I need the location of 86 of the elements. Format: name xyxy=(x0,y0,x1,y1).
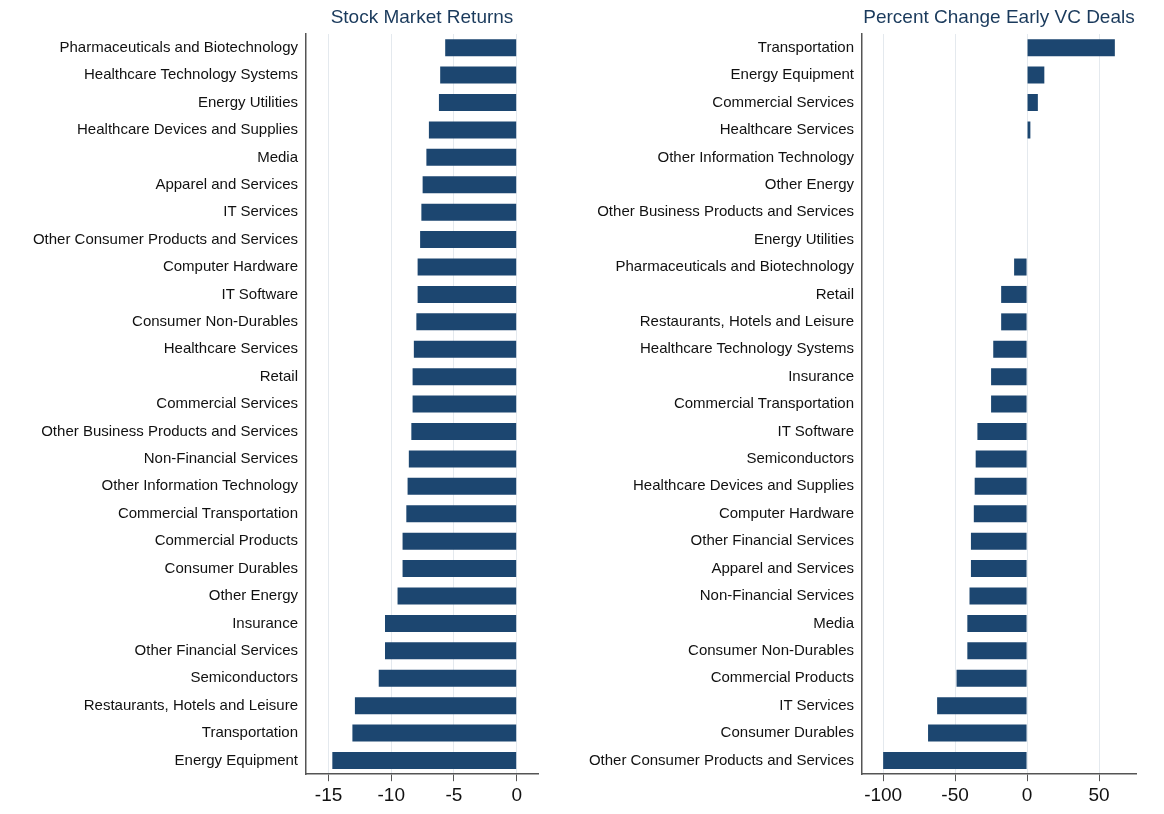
bar xyxy=(970,560,1027,578)
bar xyxy=(970,532,1027,550)
y-tick-label: Commercial Services xyxy=(712,92,854,110)
y-tick-label: Retail xyxy=(815,284,854,302)
y-tick-label: Consumer Non-Durables xyxy=(688,640,854,658)
y-tick-label: Transportation xyxy=(201,723,298,741)
y-tick-label: Commercial Products xyxy=(154,531,298,549)
y-tick-label: Semiconductors xyxy=(190,668,298,686)
bar xyxy=(1001,285,1027,303)
x-tick-label: -10 xyxy=(377,783,406,805)
bar xyxy=(1027,66,1045,84)
y-tick-label: Other Consumer Products and Services xyxy=(32,229,298,247)
bar xyxy=(967,614,1027,632)
y-tick-label: IT Services xyxy=(779,695,854,713)
x-tick-label: -50 xyxy=(941,783,969,805)
y-tick-label: IT Software xyxy=(221,284,298,302)
y-tick-label: Other Energy xyxy=(764,174,855,192)
y-tick-label: Commercial Transportation xyxy=(117,503,298,521)
bar xyxy=(974,477,1027,495)
y-tick-label: Pharmaceuticals and Biotechnology xyxy=(615,257,855,275)
y-tick-label: Healthcare Technology Systems xyxy=(84,65,298,83)
y-tick-label: IT Software xyxy=(777,421,854,439)
y-tick-label: Other Business Products and Services xyxy=(41,421,298,439)
y-tick-label: Other Energy xyxy=(208,586,299,604)
y-tick-label: Energy Utilities xyxy=(197,92,298,110)
bar xyxy=(937,697,1027,715)
bar xyxy=(1014,258,1027,276)
bar xyxy=(883,751,1027,769)
bar xyxy=(967,642,1027,660)
y-tick-label: Other Business Products and Services xyxy=(597,202,854,220)
y-tick-label: Media xyxy=(257,147,299,165)
y-tick-label: Other Consumer Products and Services xyxy=(588,750,854,768)
x-tick-label: -5 xyxy=(445,783,463,805)
y-tick-label: Commercial Services xyxy=(156,394,298,412)
y-tick-label: Healthcare Devices and Supplies xyxy=(633,476,854,494)
y-tick-label: Transportation xyxy=(757,37,854,55)
y-tick-label: Retail xyxy=(259,366,298,384)
y-tick-label: Healthcare Services xyxy=(163,339,298,357)
x-tick-label: -15 xyxy=(314,783,343,805)
y-tick-label: Other Financial Services xyxy=(134,640,298,658)
bar xyxy=(1027,39,1115,57)
y-tick-label: Healthcare Services xyxy=(719,120,854,138)
y-tick-label: Other Information Technology xyxy=(101,476,299,494)
y-tick-label: Computer Hardware xyxy=(718,503,854,521)
y-tick-label: Insurance xyxy=(232,613,298,631)
chart-title: Percent Change Early VC Deals xyxy=(863,6,1135,28)
x-tick-label: 0 xyxy=(1021,783,1033,805)
bar xyxy=(975,450,1027,468)
bar xyxy=(1001,313,1027,331)
y-tick-label: Energy Equipment xyxy=(730,65,855,83)
y-tick-label: Apparel and Services xyxy=(711,558,854,576)
y-tick-label: Energy Utilities xyxy=(753,229,854,247)
y-tick-label: Consumer Durables xyxy=(720,723,854,741)
y-tick-label: Other Financial Services xyxy=(690,531,854,549)
x-tick-label: 50 xyxy=(1088,783,1110,805)
y-tick-label: Healthcare Technology Systems xyxy=(640,339,854,357)
y-tick-label: Semiconductors xyxy=(746,449,854,467)
y-tick-label: Apparel and Services xyxy=(155,174,298,192)
y-tick-label: Non-Financial Services xyxy=(699,586,854,604)
y-tick-label: Pharmaceuticals and Biotechnology xyxy=(59,37,299,55)
bar xyxy=(969,587,1027,605)
y-tick-label: Computer Hardware xyxy=(162,257,298,275)
y-tick-label: IT Services xyxy=(223,202,298,220)
x-tick-label: -100 xyxy=(864,783,903,805)
y-tick-label: Commercial Products xyxy=(710,668,854,686)
y-tick-label: Restaurants, Hotels and Leisure xyxy=(639,312,854,329)
y-tick-label: Media xyxy=(813,613,855,631)
y-tick-label: Consumer Non-Durables xyxy=(132,312,298,329)
bar xyxy=(1027,94,1038,112)
y-tick-label: Energy Equipment xyxy=(174,750,299,768)
bar xyxy=(991,368,1027,386)
bar xyxy=(956,669,1027,687)
x-tick-label: 0 xyxy=(511,783,522,805)
y-tick-label: Commercial Transportation xyxy=(673,394,854,412)
y-tick-label: Non-Financial Services xyxy=(143,449,298,467)
bar xyxy=(991,395,1027,413)
bar xyxy=(973,505,1027,523)
y-tick-label: Consumer Durables xyxy=(164,558,298,576)
bar xyxy=(993,340,1027,358)
chart-title: Stock Market Returns xyxy=(330,6,514,28)
y-tick-label: Insurance xyxy=(788,366,854,384)
y-tick-label: Other Information Technology xyxy=(657,147,855,165)
bar xyxy=(977,423,1027,441)
bar xyxy=(928,724,1027,742)
y-tick-label: Restaurants, Hotels and Leisure xyxy=(83,695,298,713)
y-tick-label: Healthcare Devices and Supplies xyxy=(77,120,298,138)
